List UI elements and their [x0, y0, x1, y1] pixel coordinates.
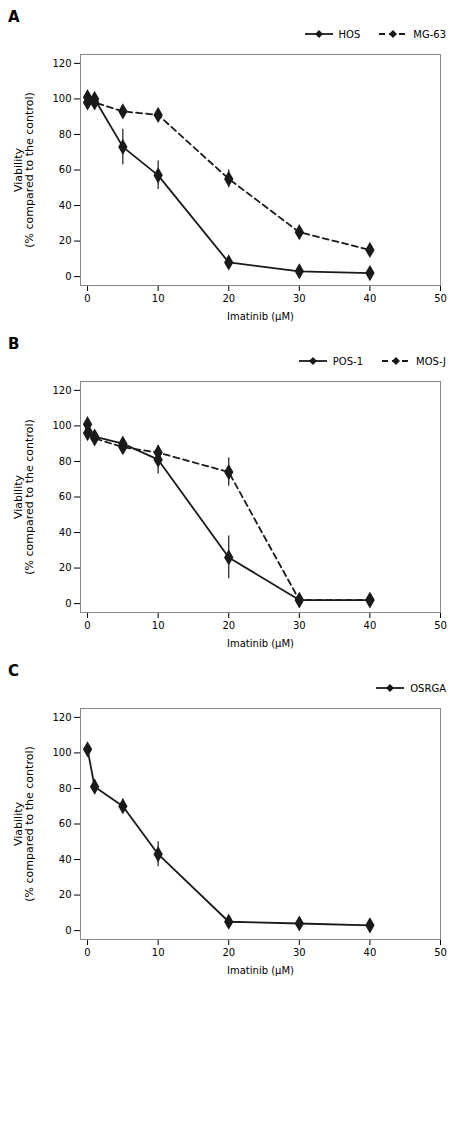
svg-text:10: 10 — [152, 620, 165, 631]
html-text:OSRGA: OSRGA — [410, 682, 446, 694]
html-text:MG-63: MG-63 — [413, 28, 446, 40]
svg-text:20: 20 — [59, 889, 72, 900]
svg-text:0: 0 — [84, 293, 90, 304]
svg-text:120: 120 — [52, 385, 71, 396]
svg-text:100: 100 — [52, 420, 71, 431]
html-text:HOS: HOS — [338, 28, 361, 40]
svg-text:30: 30 — [293, 620, 306, 631]
svg-text:0: 0 — [65, 271, 71, 282]
svg-text:80: 80 — [59, 783, 72, 794]
svg-text:120: 120 — [52, 712, 71, 723]
svg-text:30: 30 — [293, 293, 306, 304]
svg-text:60: 60 — [59, 491, 72, 502]
svg-text:Imatinib (μM): Imatinib (μM) — [227, 311, 294, 322]
svg-text:50: 50 — [434, 620, 447, 631]
svg-text:20: 20 — [222, 293, 235, 304]
svg-text:20: 20 — [59, 235, 72, 246]
svg-text:40: 40 — [59, 854, 72, 865]
svg-text:60: 60 — [59, 164, 72, 175]
svg-text:20: 20 — [59, 562, 72, 573]
svg-text:0: 0 — [84, 947, 90, 958]
html-text:POS-1: POS-1 — [332, 355, 363, 367]
svg-text:120: 120 — [52, 58, 71, 69]
html-text:MOS-J: MOS-J — [416, 355, 446, 367]
svg-text:40: 40 — [59, 200, 72, 211]
svg-text:10: 10 — [152, 947, 165, 958]
svg-text:0: 0 — [65, 925, 71, 936]
svg-text:30: 30 — [293, 947, 306, 958]
svg-text:50: 50 — [434, 293, 447, 304]
svg-text:Viability(% compared to the co: Viability(% compared to the control) — [12, 92, 36, 248]
svg-text:50: 50 — [434, 947, 447, 958]
svg-text:40: 40 — [364, 620, 377, 631]
svg-text:0: 0 — [84, 620, 90, 631]
svg-text:Viability(% compared to the co: Viability(% compared to the control) — [12, 746, 36, 902]
svg-text:Imatinib (μM): Imatinib (μM) — [227, 638, 294, 649]
svg-text:80: 80 — [59, 456, 72, 467]
html-text:C: C — [8, 662, 19, 680]
svg-text:Viability(% compared to the co: Viability(% compared to the control) — [12, 419, 36, 575]
svg-text:40: 40 — [59, 527, 72, 538]
svg-text:10: 10 — [152, 293, 165, 304]
svg-text:Imatinib (μM): Imatinib (μM) — [227, 965, 294, 976]
svg-text:40: 40 — [364, 293, 377, 304]
svg-text:60: 60 — [59, 818, 72, 829]
html-text:A: A — [8, 8, 20, 26]
svg-text:20: 20 — [222, 620, 235, 631]
svg-text:20: 20 — [222, 947, 235, 958]
svg-text:0: 0 — [65, 598, 71, 609]
svg-text:80: 80 — [59, 129, 72, 140]
svg-text:100: 100 — [52, 747, 71, 758]
html-text:B: B — [8, 335, 20, 353]
svg-text:40: 40 — [364, 947, 377, 958]
svg-text:100: 100 — [52, 93, 71, 104]
